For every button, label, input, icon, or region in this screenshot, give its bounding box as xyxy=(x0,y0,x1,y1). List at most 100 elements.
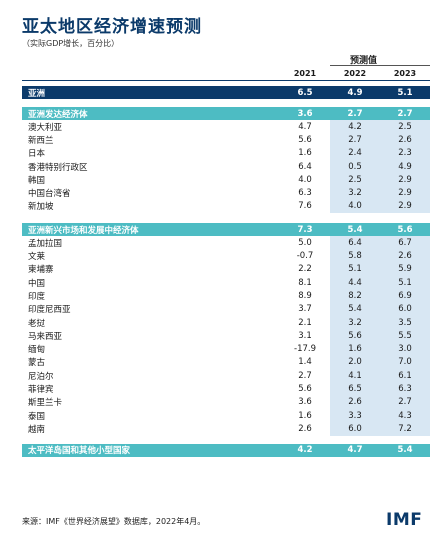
table-row: 蒙古 1.4 2.0 7.0 xyxy=(22,355,430,370)
country-name: 马来西亚 xyxy=(28,331,63,342)
value-2023: 7.0 xyxy=(380,355,430,370)
country-name: 韩国 xyxy=(28,175,46,186)
value-2023: 7.2 xyxy=(380,422,430,436)
value-2023: 3.0 xyxy=(380,342,430,356)
country-name: 尼泊尔 xyxy=(28,371,54,382)
spacer xyxy=(22,213,430,223)
value-2021: 7.3 xyxy=(297,224,313,235)
table-row: 新西兰 5.6 2.7 2.6 xyxy=(22,133,430,147)
country-name: 越南 xyxy=(28,424,46,435)
table-row: 孟加拉国 5.0 6.4 6.7 xyxy=(22,236,430,250)
country-name: 中国 xyxy=(28,278,46,289)
value-2022: 6.0 xyxy=(330,422,380,436)
value-2021: 3.1 xyxy=(298,330,312,341)
value-2021: 2.2 xyxy=(298,264,312,275)
emerging-rows: 孟加拉国 5.0 6.4 6.7 文莱 -0.7 5.8 2.6 柬埔寨 2.2 5.1 5.9 中国 8… xyxy=(22,236,430,436)
region-name: 亚洲新兴市场和发展中经济体 xyxy=(28,225,139,236)
country-name: 日本 xyxy=(28,149,46,160)
growth-table: 2021 2022 2023 亚洲 6.5 4.9 5.1 亚洲发达经济体 3.… xyxy=(22,66,430,457)
value-2021: 5.6 xyxy=(298,134,312,145)
table-row: 斯里兰卡 3.6 2.6 2.7 xyxy=(22,395,430,409)
value-2023: 6.9 xyxy=(380,289,430,303)
value-2023: 2.9 xyxy=(380,186,430,200)
value-2022: 5.4 xyxy=(347,224,363,235)
table-row: 中国台湾省 6.3 3.2 2.9 xyxy=(22,186,430,200)
value-2022: 2.5 xyxy=(330,173,380,187)
value-2023: 5.5 xyxy=(380,329,430,343)
year-header-2021: 2021 xyxy=(293,68,317,78)
source-note: 来源：IMF《世界经济展望》数据库，2022年4月。 xyxy=(22,517,206,526)
value-2022: 3.2 xyxy=(330,186,380,200)
value-2021: -0.7 xyxy=(296,251,314,262)
value-2023: 6.3 xyxy=(380,382,430,396)
value-2022: 1.6 xyxy=(330,342,380,356)
value-2023: 2.3 xyxy=(380,146,430,160)
country-name: 新加坡 xyxy=(28,202,54,213)
value-2021: 1.6 xyxy=(298,148,312,159)
value-2023: 4.9 xyxy=(380,159,430,174)
value-2023: 2.7 xyxy=(380,395,430,409)
table-row: 泰国 1.6 3.3 4.3 xyxy=(22,408,430,423)
value-2022: 4.1 xyxy=(330,369,380,383)
value-2021: 4.0 xyxy=(298,174,312,185)
value-2022: 3.3 xyxy=(330,408,380,423)
value-2023: 5.9 xyxy=(380,262,430,276)
country-name: 泰国 xyxy=(28,411,46,422)
value-2023: 5.1 xyxy=(397,87,413,98)
table-row: 中国 8.1 4.4 5.1 xyxy=(22,275,430,290)
value-2022: 2.7 xyxy=(330,133,380,147)
region-row-pacific: 太平洋岛国和其他小型国家 4.2 4.7 5.4 xyxy=(22,443,430,457)
table-row: 文莱 -0.7 5.8 2.6 xyxy=(22,249,430,263)
table-row: 越南 2.6 6.0 7.2 xyxy=(22,422,430,436)
country-name: 香港特别行政区 xyxy=(28,162,88,173)
value-2022: 5.4 xyxy=(330,302,380,316)
value-2021: 4.7 xyxy=(298,121,312,132)
value-2023: 6.0 xyxy=(380,302,430,316)
country-name: 缅甸 xyxy=(28,345,46,356)
region-row-advanced: 亚洲发达经济体 3.6 2.7 2.7 xyxy=(22,107,430,120)
value-2021: 6.5 xyxy=(297,87,313,98)
country-name: 柬埔寨 xyxy=(28,265,54,276)
value-2022: 6.4 xyxy=(330,236,380,250)
value-2023: 6.1 xyxy=(380,369,430,383)
page-subtitle: （实际GDP增长，百分比） xyxy=(22,39,120,48)
value-2022: 4.7 xyxy=(347,445,363,456)
value-2022: 6.5 xyxy=(330,382,380,396)
spacer xyxy=(22,99,430,107)
country-name: 中国台湾省 xyxy=(28,189,71,200)
table-row: 马来西亚 3.1 5.6 5.5 xyxy=(22,329,430,343)
value-2021: 3.6 xyxy=(298,397,312,408)
value-2021: -17.9 xyxy=(294,344,316,355)
projection-rule xyxy=(330,65,430,66)
value-2022: 5.1 xyxy=(330,262,380,276)
projection-label: 预测值 xyxy=(350,56,378,66)
value-2021: 8.9 xyxy=(298,290,312,301)
value-2021: 6.4 xyxy=(298,161,312,172)
value-2023: 2.9 xyxy=(380,173,430,187)
table-header: 2021 2022 2023 xyxy=(22,66,430,81)
value-2022: 2.0 xyxy=(330,355,380,370)
value-2022: 2.6 xyxy=(330,395,380,409)
value-2023: 2.6 xyxy=(380,133,430,147)
value-2021: 6.3 xyxy=(298,188,312,199)
value-2022: 5.8 xyxy=(330,249,380,263)
value-2022: 5.6 xyxy=(330,329,380,343)
value-2023: 3.5 xyxy=(380,315,430,330)
year-header-2023: 2023 xyxy=(393,68,417,78)
spacer xyxy=(22,436,430,444)
value-2021: 3.7 xyxy=(298,304,312,315)
value-2021: 3.6 xyxy=(297,108,313,119)
value-2022: 3.2 xyxy=(330,315,380,330)
value-2023: 5.4 xyxy=(397,445,413,456)
table-row: 柬埔寨 2.2 5.1 5.9 xyxy=(22,262,430,276)
value-2023: 2.7 xyxy=(397,108,413,119)
advanced-rows: 澳大利亚 4.7 4.2 2.5 新西兰 5.6 2.7 2.6 日本 1.6 2.4 2.3 香港特别… xyxy=(22,120,430,214)
table-row: 印度 8.9 8.2 6.9 xyxy=(22,289,430,303)
country-name: 斯里兰卡 xyxy=(28,398,63,409)
region-name: 亚洲发达经济体 xyxy=(28,109,88,120)
value-2022: 2.7 xyxy=(347,108,363,119)
value-2021: 7.6 xyxy=(298,201,312,212)
value-2023: 2.9 xyxy=(380,199,430,214)
table-row: 菲律宾 5.6 6.5 6.3 xyxy=(22,382,430,396)
table-row: 新加坡 7.6 4.0 2.9 xyxy=(22,199,430,214)
